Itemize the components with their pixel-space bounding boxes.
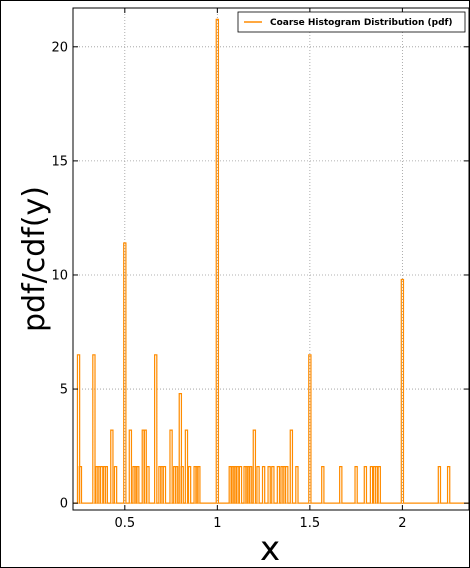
legend: Coarse Histogram Distribution (pdf) (237, 11, 466, 33)
histogram-bar (289, 429, 293, 504)
histogram-bar (100, 466, 104, 504)
histogram-bar (236, 466, 240, 504)
y-tick-label: 5 (60, 383, 68, 398)
histogram-bar (375, 466, 378, 504)
plot-background (73, 8, 469, 510)
histogram-bar (234, 466, 238, 504)
histogram-bar (245, 466, 249, 504)
histogram-bar (252, 429, 256, 504)
y-tick-label: 0 (60, 497, 68, 512)
histogram-bar (79, 466, 82, 504)
histogram-bar (110, 429, 114, 504)
histogram-bar (239, 466, 242, 504)
histogram-bar (158, 466, 162, 504)
histogram-bar (143, 429, 147, 504)
histogram-bar (178, 393, 182, 504)
legend-box (237, 11, 466, 33)
x-tick-label: 1.5 (300, 516, 321, 531)
y-tick-label: 20 (51, 40, 68, 55)
y-axis-title: pdf/cdf(y) (17, 186, 52, 332)
histogram-bar (267, 466, 271, 504)
histogram-outline (73, 18, 469, 504)
histogram-bar (321, 466, 325, 504)
histogram-bar (400, 279, 404, 504)
histogram-bar (230, 466, 234, 504)
legend-label: Coarse Histogram Distribution (pdf) (270, 18, 453, 28)
histogram-bar (215, 19, 219, 504)
histogram-bar (163, 466, 166, 504)
histogram-bar (195, 466, 199, 504)
histogram-bar (95, 466, 99, 504)
histogram-bars (73, 18, 469, 504)
histogram-bar (295, 466, 299, 504)
histogram-bar (280, 466, 284, 504)
histogram-bar (243, 466, 247, 504)
histogram-bar (256, 466, 260, 504)
histogram-bar (228, 466, 232, 504)
histogram-bar (282, 466, 286, 504)
histogram-bar (232, 466, 236, 504)
histogram-bar (160, 466, 164, 504)
histogram-bar (193, 466, 197, 504)
histogram-bar (285, 466, 289, 504)
x-tick-label: 0.5 (114, 516, 135, 531)
histogram-bar (271, 466, 275, 504)
histogram-bar (103, 466, 106, 504)
histogram-bar (447, 466, 451, 504)
histogram-bar (77, 354, 80, 504)
histogram-bar (262, 466, 265, 504)
y-tick-label: 15 (51, 154, 68, 169)
plot-area-border (72, 7, 470, 511)
x-tick-label: 1 (213, 516, 221, 531)
histogram-bar (136, 466, 140, 504)
histogram-bar (363, 466, 367, 504)
x-tick-label: 2 (398, 516, 406, 531)
histogram-bar (141, 429, 145, 504)
histogram-bar (249, 466, 253, 504)
histogram-bar (354, 466, 358, 504)
histogram-bar (146, 466, 150, 504)
histogram-bar (175, 466, 179, 504)
histogram-bar (197, 466, 201, 504)
histogram-bar (154, 354, 158, 504)
histogram-bar (180, 466, 184, 504)
histogram-bar (97, 466, 101, 504)
histogram-bar (173, 466, 177, 504)
histogram-bar (377, 466, 381, 504)
histogram-bar (247, 466, 251, 504)
histogram-bar (128, 429, 132, 504)
histogram-bar (185, 429, 188, 504)
histogram-bar (370, 466, 373, 504)
histogram-bar (123, 242, 127, 504)
histogram-bar (114, 466, 117, 504)
histogram-bar (373, 466, 377, 504)
histogram-bar (104, 466, 108, 504)
histogram-bar (437, 466, 441, 504)
histogram-bar (308, 354, 312, 504)
histogram-bar (169, 429, 173, 504)
histogram-bar (134, 466, 138, 504)
histogram-bar (339, 466, 343, 504)
histogram-bar (92, 354, 96, 504)
histogram-bar (132, 466, 136, 504)
histogram-bar (188, 466, 191, 504)
y-tick-label: 10 (51, 268, 68, 283)
histogram-bar (277, 466, 280, 504)
x-axis-title: x (260, 529, 280, 568)
